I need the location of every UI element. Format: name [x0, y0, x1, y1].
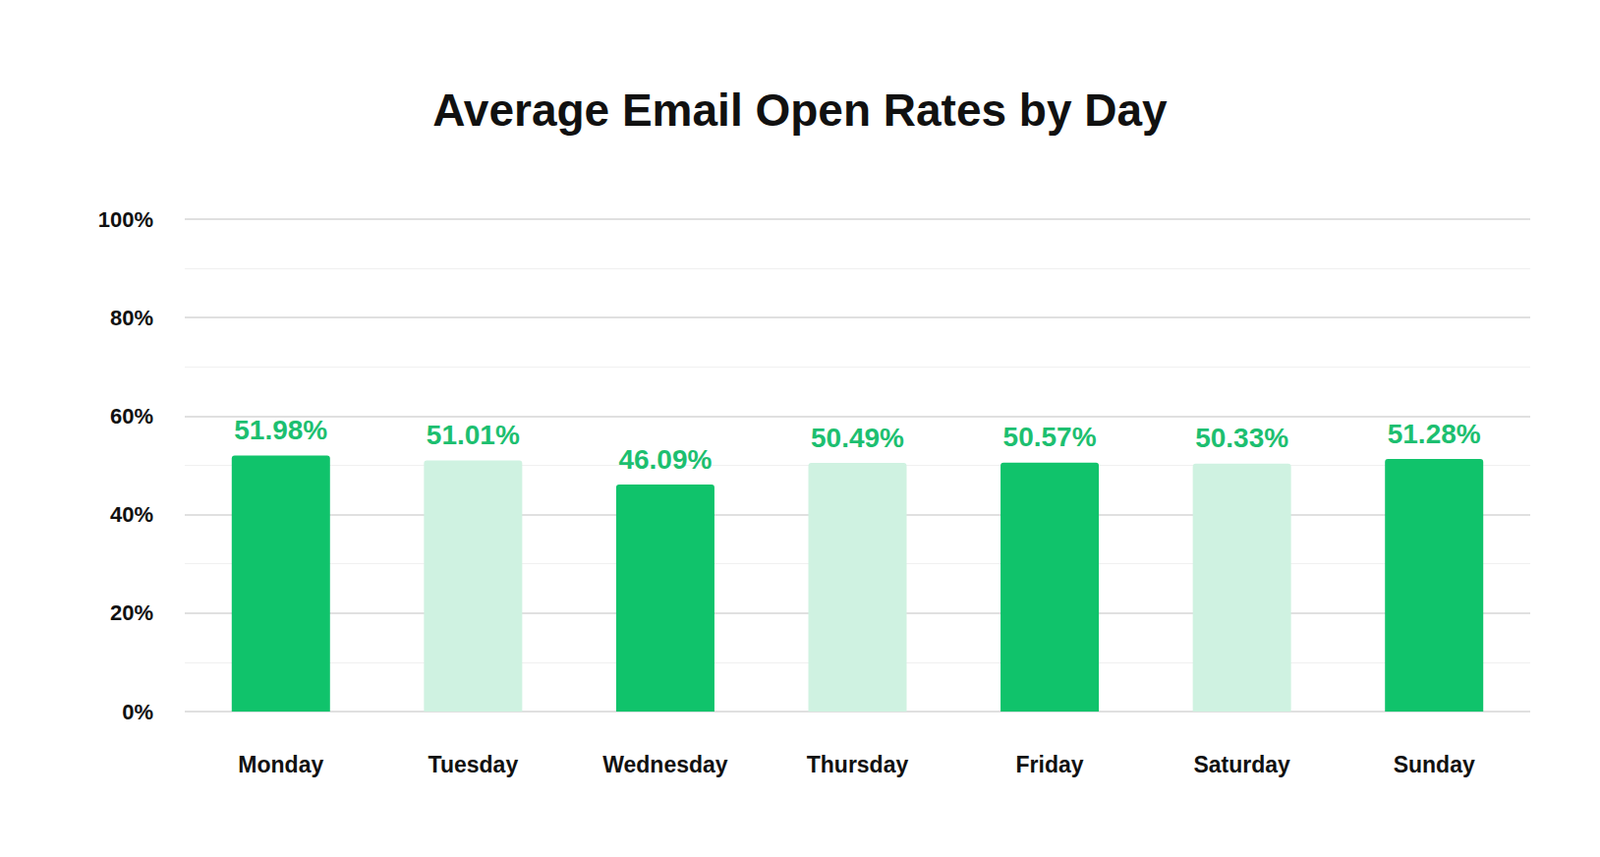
- svg-text:50.49%: 50.49%: [810, 422, 905, 454]
- svg-text:Tuesday: Tuesday: [428, 751, 519, 778]
- svg-text:100%: 100%: [98, 207, 154, 232]
- svg-text:51.28%: 51.28%: [1387, 418, 1482, 450]
- svg-text:51.98%: 51.98%: [233, 414, 328, 446]
- svg-text:Saturday: Saturday: [1193, 751, 1291, 778]
- svg-text:0%: 0%: [121, 699, 154, 725]
- svg-text:Thursday: Thursday: [806, 751, 910, 778]
- svg-text:Wednesday: Wednesday: [602, 751, 729, 778]
- svg-text:20%: 20%: [110, 600, 154, 626]
- svg-text:60%: 60%: [110, 403, 154, 429]
- svg-text:Friday: Friday: [1016, 751, 1085, 778]
- svg-text:50.33%: 50.33%: [1195, 422, 1289, 454]
- svg-text:Monday: Monday: [237, 751, 324, 778]
- svg-text:Average Email Open Rates by Da: Average Email Open Rates by Day: [432, 84, 1168, 136]
- svg-text:40%: 40%: [110, 502, 154, 527]
- svg-text:50.57%: 50.57%: [1003, 421, 1097, 453]
- svg-text:Sunday: Sunday: [1393, 751, 1476, 778]
- svg-text:46.09%: 46.09%: [618, 444, 712, 475]
- svg-text:51.01%: 51.01%: [426, 419, 520, 451]
- svg-text:80%: 80%: [110, 305, 154, 331]
